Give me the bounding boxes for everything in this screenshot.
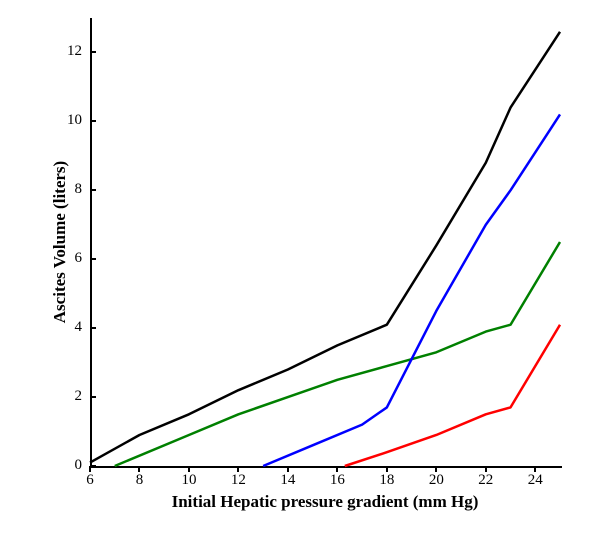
- x-tick-label: 6: [75, 472, 105, 489]
- y-tick-label: 8: [52, 181, 82, 198]
- x-tick-label: 8: [124, 472, 154, 489]
- chart-container: Ascites Volume (liters) Initial Hepatic …: [0, 0, 600, 535]
- x-tick-label: 22: [471, 472, 501, 489]
- y-tick-label: 4: [52, 319, 82, 336]
- y-tick: [90, 51, 96, 53]
- y-tick: [90, 189, 96, 191]
- x-tick-label: 18: [372, 472, 402, 489]
- y-tick: [90, 120, 96, 122]
- x-tick-label: 24: [520, 472, 550, 489]
- series-green: [115, 242, 560, 466]
- series-blue: [263, 114, 560, 466]
- y-tick-label: 12: [52, 43, 82, 60]
- x-tick-label: 20: [421, 472, 451, 489]
- series-black: [90, 32, 560, 463]
- x-tick-label: 14: [273, 472, 303, 489]
- y-tick: [90, 396, 96, 398]
- y-tick: [90, 258, 96, 260]
- x-tick-label: 16: [322, 472, 352, 489]
- x-tick-label: 12: [223, 472, 253, 489]
- y-tick-label: 6: [52, 250, 82, 267]
- y-tick: [90, 327, 96, 329]
- x-tick-label: 10: [174, 472, 204, 489]
- chart-lines: [0, 0, 600, 535]
- y-tick-label: 2: [52, 388, 82, 405]
- y-tick-label: 10: [52, 112, 82, 129]
